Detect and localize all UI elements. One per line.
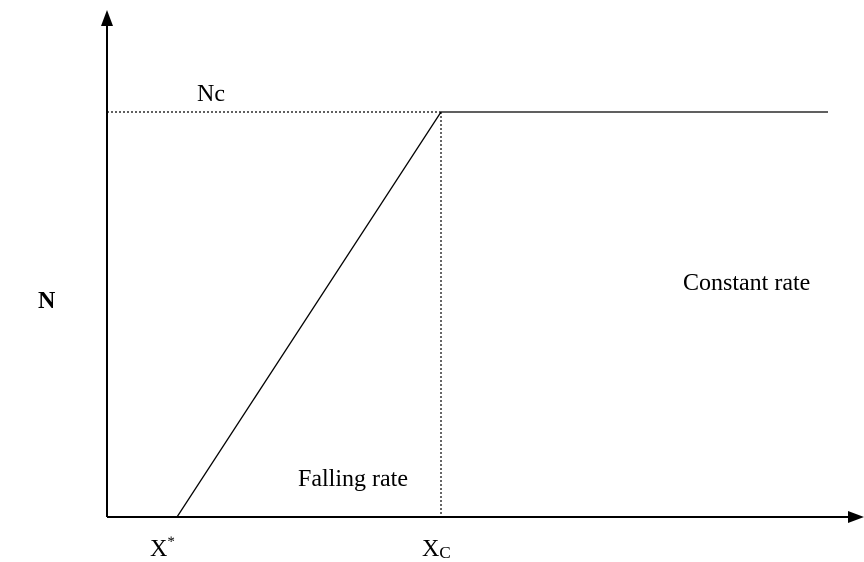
x-c-base: X xyxy=(422,536,439,562)
x-axis-arrow xyxy=(848,511,864,523)
x-c-sub: C xyxy=(439,543,450,562)
y-axis-label: N xyxy=(38,288,56,314)
x-star-label: X* xyxy=(150,534,175,562)
constant-rate-label: Constant rate xyxy=(683,270,810,296)
nc-label: Nc xyxy=(197,81,225,107)
falling-rate-label: Falling rate xyxy=(298,466,408,492)
y-axis-arrow xyxy=(101,10,113,26)
x-c-label: XC xyxy=(422,536,451,562)
x-star-sup: * xyxy=(167,534,175,550)
falling-rate-line xyxy=(176,111,442,518)
x-star-base: X xyxy=(150,536,167,562)
